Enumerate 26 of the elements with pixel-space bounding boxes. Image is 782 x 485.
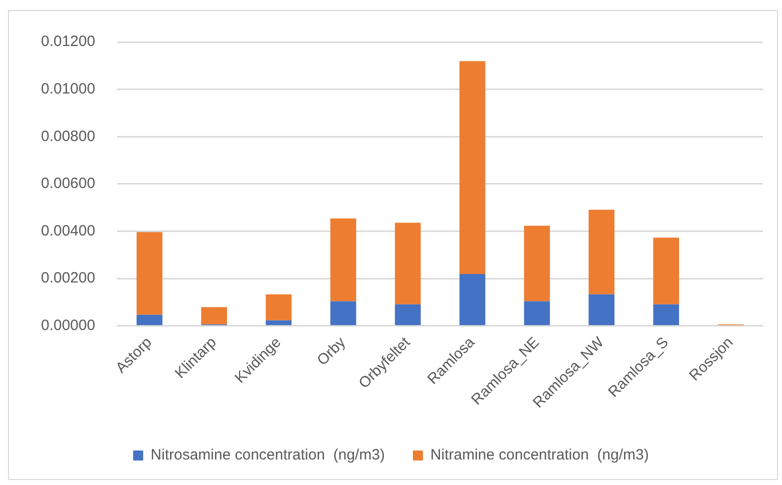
y-tick-label: 0.00400	[40, 222, 96, 240]
y-tick-label: 0.00600	[40, 175, 96, 192]
bar	[459, 274, 486, 326]
bar	[653, 238, 680, 304]
bar	[136, 314, 162, 326]
bar	[136, 232, 162, 315]
legend-label: Nitrosamine concentration (ng/m3)	[150, 446, 385, 464]
bar	[394, 304, 421, 326]
bar	[524, 226, 550, 302]
bar	[459, 61, 486, 274]
bar	[201, 307, 228, 324]
bar	[653, 304, 680, 326]
bar	[588, 210, 614, 294]
bar	[330, 301, 356, 326]
y-tick-label: 0.01000	[40, 80, 96, 98]
bar	[330, 218, 356, 302]
bar	[524, 301, 550, 326]
y-tick-label: 0.00200	[40, 270, 96, 287]
bar	[588, 294, 614, 326]
y-tick-label: 0.00000	[40, 316, 96, 334]
y-tick-label: 0.00800	[40, 128, 96, 145]
legend-label: Nitramine concentration (ng/m3)	[430, 446, 649, 464]
bar	[266, 294, 292, 320]
bar	[394, 222, 421, 304]
y-tick-label: 0.01200	[40, 33, 96, 50]
bar	[266, 320, 292, 326]
